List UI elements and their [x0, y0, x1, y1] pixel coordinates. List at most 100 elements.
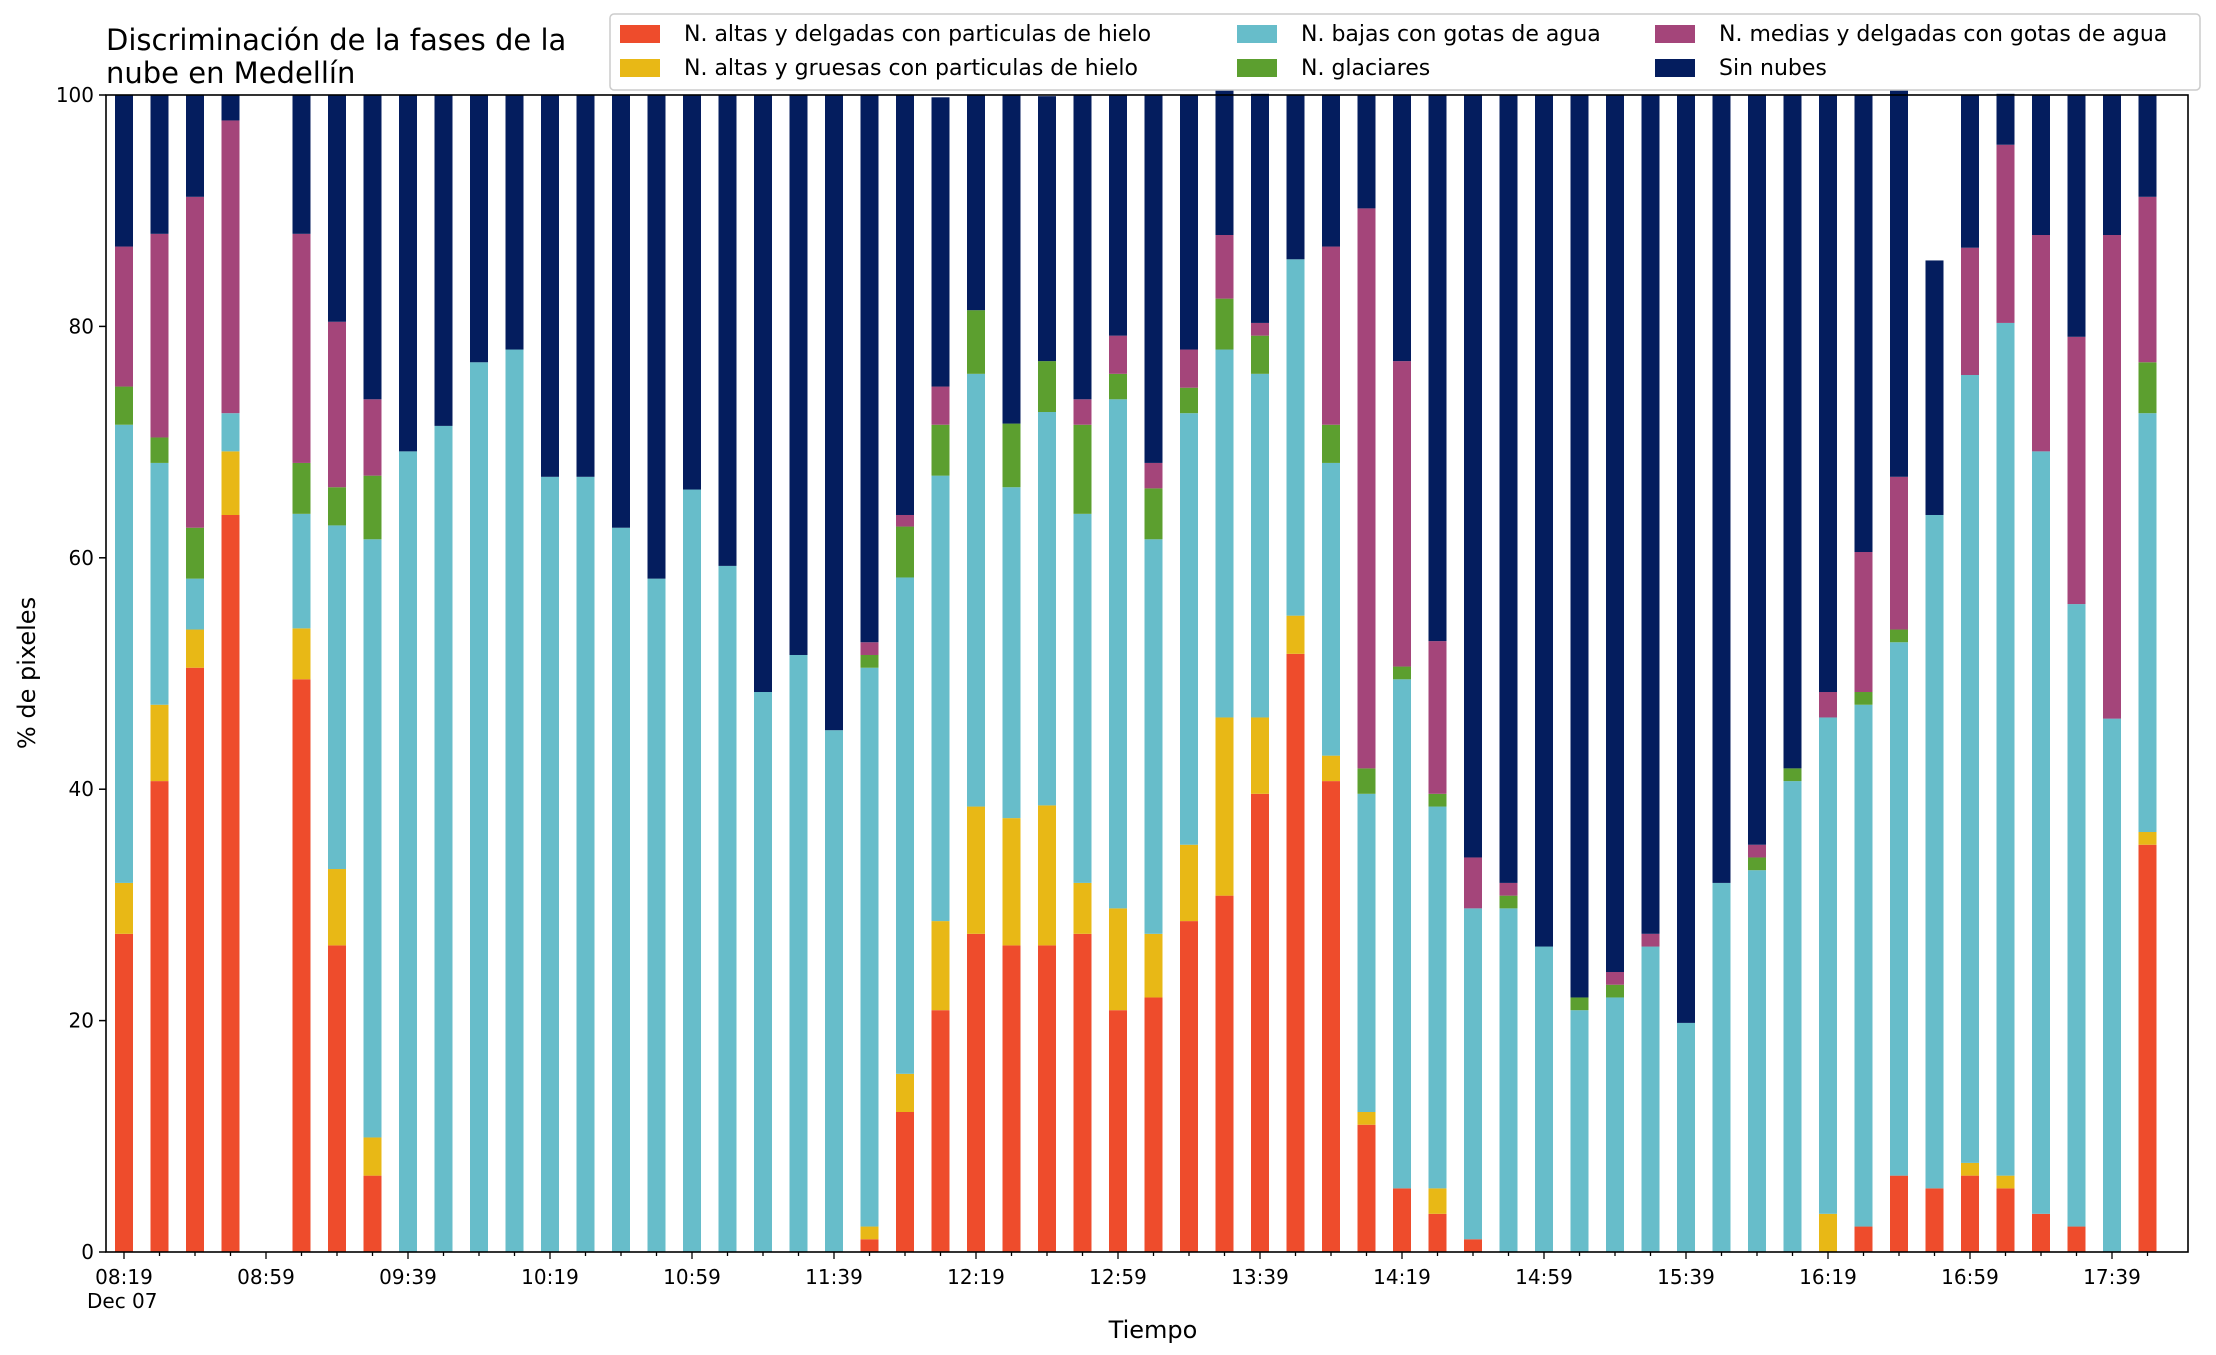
- bar-segment-1049-s5: [647, 95, 666, 579]
- bar-segment-1259-s2: [1109, 399, 1127, 909]
- bar-segment-1019-s2: [541, 476, 559, 1252]
- legend-label: Sin nubes: [1719, 56, 1827, 81]
- bar-segment-1609-s3: [1783, 768, 1802, 782]
- bar-segment-1639-s4: [1890, 476, 1908, 630]
- bar-segment-1249-s4: [1073, 399, 1092, 425]
- bar-segment-0819-s1: [115, 882, 133, 934]
- bar-segment-1349-s2: [1286, 259, 1305, 616]
- bar-segment-1129-s2: [789, 654, 808, 1252]
- bar-segment-1659-s1: [1961, 1162, 1979, 1176]
- bar-segment-0849-s0: [221, 514, 240, 1252]
- bar-segment-1449-s5: [1499, 95, 1518, 883]
- bar-segment-1239-s2: [1038, 412, 1056, 806]
- bar-segment-0919-s3: [328, 487, 346, 526]
- bar-segment-0929-s0: [363, 1175, 382, 1252]
- bar-segment-1449-s4: [1499, 882, 1518, 896]
- bar-segment-1719-s4: [2032, 235, 2050, 452]
- bar-segment-1059-s2: [683, 489, 701, 1252]
- bar-segment-1359-s4: [1322, 246, 1340, 425]
- bar-segment-1119-s2: [754, 692, 772, 1252]
- bar-segment-1509-s5: [1570, 95, 1589, 998]
- bar-segment-1719-s0: [2032, 1213, 2050, 1252]
- bar-segment-0849-s1: [221, 451, 240, 515]
- bar-segment-1259-s0: [1109, 1010, 1127, 1252]
- bar-segment-1739-s2: [2103, 718, 2121, 1252]
- bar-segment-1709-s1: [1996, 1175, 2015, 1189]
- bar-segment-1629-s0: [1854, 1226, 1873, 1252]
- bar-segment-1619-s4: [1819, 692, 1837, 718]
- bar-segment-1539-s5: [1677, 95, 1695, 1023]
- bar-segment-1509-s3: [1570, 997, 1589, 1011]
- bar-segment-1659-s5: [1961, 95, 1979, 248]
- bar-segment-1409-s2: [1357, 793, 1376, 1112]
- bar-segment-1209-s2: [931, 475, 950, 922]
- bar-segment-1649-s2: [1925, 514, 1944, 1189]
- bar-segment-0849-s2: [221, 413, 240, 452]
- bar-segment-1749-s2: [2138, 413, 2157, 833]
- bar-segment-1429-s5: [1428, 95, 1447, 642]
- bar-segment-0929-s4: [363, 399, 382, 476]
- bar-segment-1309-s5: [1144, 95, 1163, 463]
- x-tick-label: 12:19: [947, 1265, 1005, 1289]
- bar-segment-1239-s3: [1038, 361, 1056, 413]
- bar-segment-1339-s1: [1251, 717, 1269, 794]
- bar-segment-1249-s3: [1073, 424, 1092, 514]
- x-tick-label: 08:59: [237, 1265, 295, 1289]
- bar-segment-1659-s4: [1961, 247, 1979, 375]
- bar-segment-1319-s5: [1180, 95, 1198, 350]
- bar-segment-1019-s5: [541, 95, 559, 477]
- bar-segment-1439-s4: [1464, 857, 1482, 909]
- legend-swatch: [1237, 25, 1277, 43]
- bar-segment-1139-s5: [825, 95, 843, 731]
- bar-segment-1719-s2: [2032, 451, 2050, 1214]
- bar-segment-1109-s2: [718, 565, 737, 1252]
- bar-segment-1549-s5: [1712, 95, 1731, 883]
- bar-segment-1209-s5: [931, 97, 950, 387]
- bar-segment-1739-s5: [2103, 95, 2121, 235]
- bar-segment-1339-s2: [1251, 373, 1269, 718]
- bar-segment-1629-s3: [1854, 692, 1873, 705]
- chart-title-line-2: nube en Medellín: [106, 56, 355, 90]
- bar-segment-1559-s3: [1748, 857, 1766, 871]
- bar-segment-1629-s4: [1854, 552, 1873, 693]
- bar-segment-1749-s1: [2138, 832, 2157, 845]
- bar-segment-0909-s4: [292, 233, 311, 463]
- bar-segment-1359-s2: [1322, 462, 1340, 756]
- bar-segment-1549-s2: [1712, 882, 1731, 1252]
- legend-swatch: [1237, 59, 1277, 77]
- bar-segment-0909-s3: [292, 462, 311, 514]
- bar-segment-1039-s2: [612, 527, 630, 1252]
- bar-segment-0839-s3: [186, 527, 204, 579]
- bar-segment-1639-s5: [1890, 69, 1908, 477]
- bar-segment-0819-s5: [115, 95, 133, 247]
- bar-segment-1619-s1: [1819, 1213, 1837, 1252]
- bar-segment-0929-s3: [363, 475, 382, 540]
- bar-segment-1329-s3: [1215, 298, 1234, 350]
- bar-segment-1329-s0: [1215, 895, 1234, 1252]
- legend-label: N. glaciares: [1301, 56, 1430, 81]
- bar-segment-0919-s4: [328, 321, 346, 488]
- bar-segment-1539-s2: [1677, 1022, 1695, 1252]
- bar-segment-1319-s3: [1180, 387, 1198, 414]
- bar-segment-0829-s0: [150, 781, 169, 1252]
- bar-segment-1249-s5: [1073, 95, 1092, 400]
- bar-segment-1729-s4: [2067, 336, 2086, 605]
- bar-segment-1209-s3: [931, 424, 950, 476]
- legend-label: N. bajas con gotas de agua: [1301, 22, 1601, 47]
- bar-segment-1309-s4: [1144, 462, 1163, 489]
- bar-segment-1359-s0: [1322, 781, 1340, 1252]
- bar-segment-1439-s2: [1464, 908, 1482, 1240]
- x-axis: 08:19 08:59 09:39 10:19 10:59 11:39 12:19 12:59…: [95, 1252, 2149, 1289]
- bar-segment-1629-s2: [1854, 704, 1873, 1227]
- bar-segment-0919-s0: [328, 945, 346, 1252]
- bar-segment-0959-s5: [470, 95, 488, 363]
- bar-segment-1219-s3: [967, 310, 985, 374]
- x-tick-label: 16:59: [1941, 1265, 1999, 1289]
- bar-segment-1059-s5: [683, 95, 701, 490]
- bar-segment-1529-s4: [1641, 933, 1660, 947]
- bar-segment-1249-s2: [1073, 513, 1092, 883]
- bar-segment-1609-s2: [1783, 781, 1802, 1252]
- bar-segment-1619-s2: [1819, 717, 1837, 1214]
- bar-segment-1659-s2: [1961, 374, 1979, 1163]
